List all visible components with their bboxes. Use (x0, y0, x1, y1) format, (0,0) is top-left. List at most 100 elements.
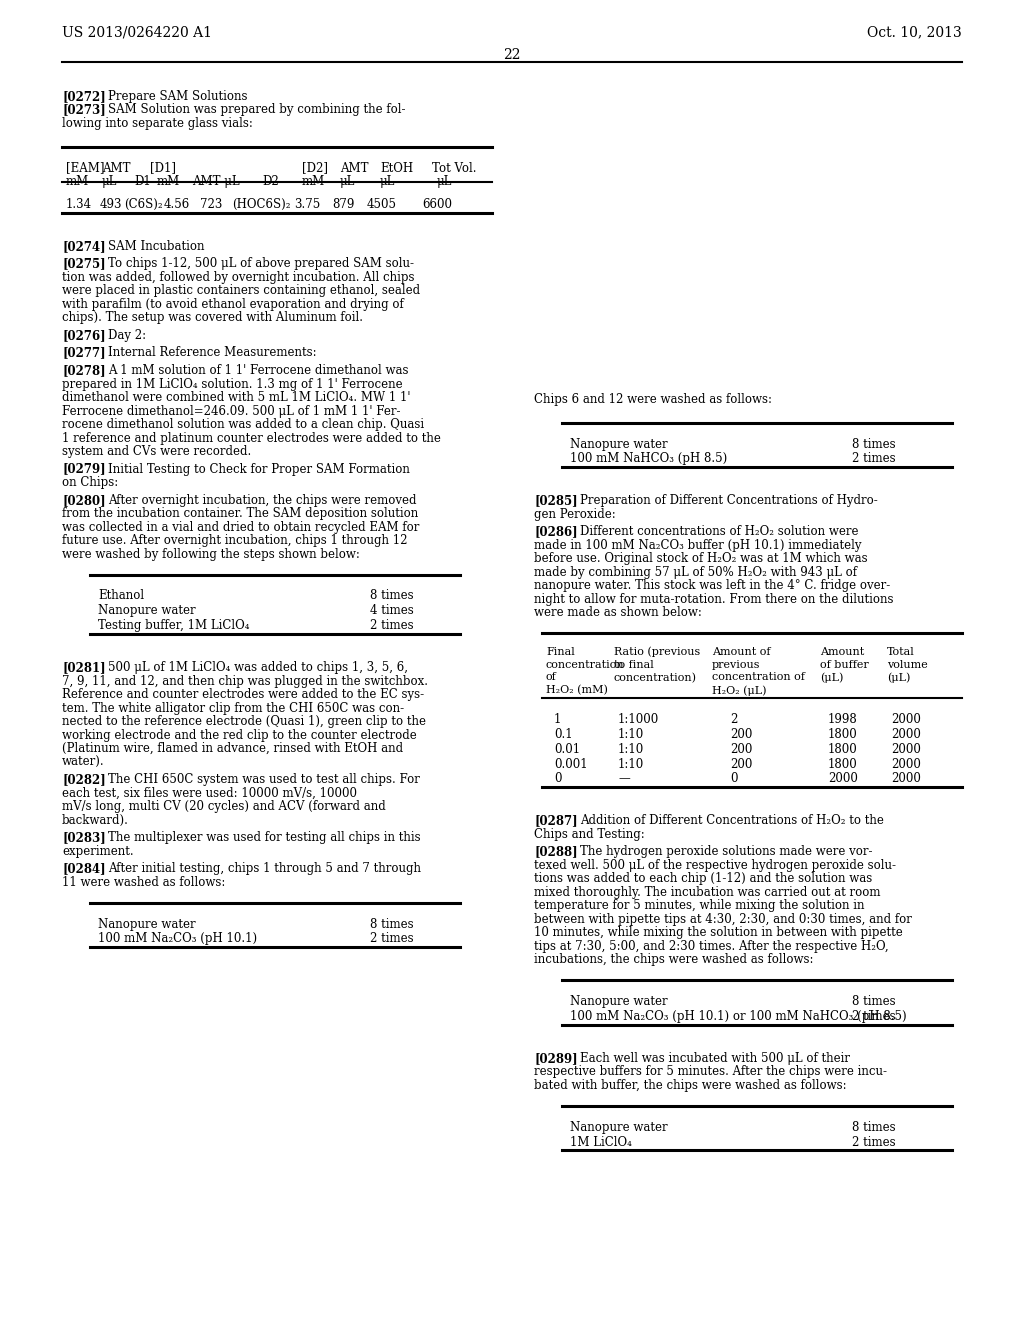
Text: 1800: 1800 (828, 743, 858, 755)
Text: concentration): concentration) (614, 672, 697, 682)
Text: AMT: AMT (102, 161, 130, 174)
Text: SAM Incubation: SAM Incubation (108, 240, 205, 253)
Text: [D2]: [D2] (302, 161, 328, 174)
Text: Final: Final (546, 647, 574, 657)
Text: system and CVs were recorded.: system and CVs were recorded. (62, 445, 251, 458)
Text: previous: previous (712, 660, 761, 669)
Text: [D1]: [D1] (150, 161, 176, 174)
Text: night to allow for muta-rotation. From there on the dilutions: night to allow for muta-rotation. From t… (534, 593, 894, 606)
Text: 1998: 1998 (828, 713, 858, 726)
Text: Ethanol: Ethanol (98, 590, 144, 602)
Text: To chips 1-12, 500 μL of above prepared SAM solu-: To chips 1-12, 500 μL of above prepared … (108, 257, 414, 271)
Text: 2000: 2000 (891, 727, 921, 741)
Text: 2 times: 2 times (852, 453, 896, 466)
Text: Reference and counter electrodes were added to the EC sys-: Reference and counter electrodes were ad… (62, 688, 424, 701)
Text: mM: mM (157, 176, 180, 187)
Text: on Chips:: on Chips: (62, 477, 118, 490)
Text: 2 times: 2 times (852, 1135, 896, 1148)
Text: 10 minutes, while mixing the solution in between with pipette: 10 minutes, while mixing the solution in… (534, 927, 903, 940)
Text: backward).: backward). (62, 813, 129, 826)
Text: mM: mM (66, 176, 89, 187)
Text: AMT: AMT (340, 161, 369, 174)
Text: [0276]: [0276] (62, 329, 105, 342)
Text: The CHI 650C system was used to test all chips. For: The CHI 650C system was used to test all… (108, 774, 420, 787)
Text: 1:10: 1:10 (618, 743, 644, 755)
Text: rocene dimethanol solution was added to a clean chip. Quasi: rocene dimethanol solution was added to … (62, 418, 424, 432)
Text: incubations, the chips were washed as follows:: incubations, the chips were washed as fo… (534, 953, 813, 966)
Text: 100 mM NaHCO₃ (pH 8.5): 100 mM NaHCO₃ (pH 8.5) (570, 453, 727, 466)
Text: [0281]: [0281] (62, 661, 105, 675)
Text: 2000: 2000 (891, 713, 921, 726)
Text: 200: 200 (730, 727, 753, 741)
Text: 0: 0 (554, 772, 561, 785)
Text: 1800: 1800 (828, 727, 858, 741)
Text: Total: Total (887, 647, 914, 657)
Text: A 1 mM solution of 1 1' Ferrocene dimethanol was: A 1 mM solution of 1 1' Ferrocene dimeth… (108, 364, 409, 378)
Text: nanopure water. This stock was left in the 4° C. fridge over-: nanopure water. This stock was left in t… (534, 579, 890, 593)
Text: 0: 0 (730, 772, 737, 785)
Text: made in 100 mM Na₂CO₃ buffer (pH 10.1) immediately: made in 100 mM Na₂CO₃ buffer (pH 10.1) i… (534, 539, 861, 552)
Text: AMT μL: AMT μL (193, 176, 240, 187)
Text: between with pipette tips at 4:30, 2:30, and 0:30 times, and for: between with pipette tips at 4:30, 2:30,… (534, 912, 912, 925)
Text: from the incubation container. The SAM deposition solution: from the incubation container. The SAM d… (62, 507, 418, 520)
Text: Initial Testing to Check for Proper SAM Formation: Initial Testing to Check for Proper SAM … (108, 462, 410, 475)
Text: 0.001: 0.001 (554, 758, 588, 771)
Text: 1 reference and platinum counter electrodes were added to the: 1 reference and platinum counter electro… (62, 432, 441, 445)
Text: volume: volume (887, 660, 928, 669)
Text: μL: μL (102, 176, 118, 187)
Text: 8 times: 8 times (852, 437, 896, 450)
Text: texed well. 500 μL of the respective hydrogen peroxide solu-: texed well. 500 μL of the respective hyd… (534, 859, 896, 871)
Text: tips at 7:30, 5:00, and 2:30 times. After the respective H₂O,: tips at 7:30, 5:00, and 2:30 times. Afte… (534, 940, 889, 953)
Text: [0272]: [0272] (62, 90, 105, 103)
Text: temperature for 5 minutes, while mixing the solution in: temperature for 5 minutes, while mixing … (534, 899, 864, 912)
Text: 6600: 6600 (422, 198, 452, 211)
Text: [EAM]: [EAM] (66, 161, 104, 174)
Text: with parafilm (to avoid ethanol evaporation and drying of: with parafilm (to avoid ethanol evaporat… (62, 298, 403, 312)
Text: [0277]: [0277] (62, 346, 105, 359)
Text: concentration: concentration (546, 660, 625, 669)
Text: Nanopure water: Nanopure water (570, 995, 668, 1008)
Text: nected to the reference electrode (Quasi 1), green clip to the: nected to the reference electrode (Quasi… (62, 715, 426, 729)
Text: 0.1: 0.1 (554, 727, 572, 741)
Text: 2000: 2000 (891, 772, 921, 785)
Text: 7, 9, 11, and 12, and then chip was plugged in the switchbox.: 7, 9, 11, and 12, and then chip was plug… (62, 675, 428, 688)
Text: 22: 22 (503, 48, 521, 62)
Text: 100 mM Na₂CO₃ (pH 10.1): 100 mM Na₂CO₃ (pH 10.1) (98, 932, 257, 945)
Text: Nanopure water: Nanopure water (98, 605, 196, 618)
Text: water).: water). (62, 755, 104, 768)
Text: 4.56: 4.56 (164, 198, 190, 211)
Text: [0282]: [0282] (62, 774, 105, 787)
Text: [0289]: [0289] (534, 1052, 578, 1065)
Text: 100 mM Na₂CO₃ (pH 10.1) or 100 mM NaHCO₃ (pH 8.5): 100 mM Na₂CO₃ (pH 10.1) or 100 mM NaHCO₃… (570, 1010, 906, 1023)
Text: prepared in 1M LiClO₄ solution. 1.3 mg of 1 1' Ferrocene: prepared in 1M LiClO₄ solution. 1.3 mg o… (62, 378, 402, 391)
Text: μL: μL (380, 176, 395, 187)
Text: μL: μL (437, 176, 453, 187)
Text: [0280]: [0280] (62, 494, 105, 507)
Text: [0283]: [0283] (62, 832, 105, 845)
Text: before use. Original stock of H₂O₂ was at 1M which was: before use. Original stock of H₂O₂ was a… (534, 552, 867, 565)
Text: 11 were washed as follows:: 11 were washed as follows: (62, 875, 225, 888)
Text: were made as shown below:: were made as shown below: (534, 606, 701, 619)
Text: μL: μL (340, 176, 355, 187)
Text: 8 times: 8 times (370, 590, 414, 602)
Text: 200: 200 (730, 743, 753, 755)
Text: chips). The setup was covered with Aluminum foil.: chips). The setup was covered with Alumi… (62, 312, 362, 325)
Text: Tot Vol.: Tot Vol. (432, 161, 476, 174)
Text: gen Peroxide:: gen Peroxide: (534, 508, 615, 521)
Text: [0274]: [0274] (62, 240, 105, 253)
Text: Different concentrations of H₂O₂ solution were: Different concentrations of H₂O₂ solutio… (580, 525, 858, 539)
Text: 1: 1 (554, 713, 561, 726)
Text: Internal Reference Measurements:: Internal Reference Measurements: (108, 346, 316, 359)
Text: Each well was incubated with 500 μL of their: Each well was incubated with 500 μL of t… (580, 1052, 850, 1065)
Text: 1:10: 1:10 (618, 758, 644, 771)
Text: H₂O₂ (mM): H₂O₂ (mM) (546, 685, 608, 696)
Text: Nanopure water: Nanopure water (98, 917, 196, 931)
Text: After initial testing, chips 1 through 5 and 7 through: After initial testing, chips 1 through 5… (108, 862, 421, 875)
Text: tem. The white alligator clip from the CHI 650C was con-: tem. The white alligator clip from the C… (62, 701, 404, 714)
Text: 2 times: 2 times (370, 932, 414, 945)
Text: Ratio (previous: Ratio (previous (614, 647, 700, 657)
Text: The hydrogen peroxide solutions made were vor-: The hydrogen peroxide solutions made wer… (580, 845, 872, 858)
Text: 723: 723 (200, 198, 222, 211)
Text: [0275]: [0275] (62, 257, 105, 271)
Text: [0284]: [0284] (62, 862, 105, 875)
